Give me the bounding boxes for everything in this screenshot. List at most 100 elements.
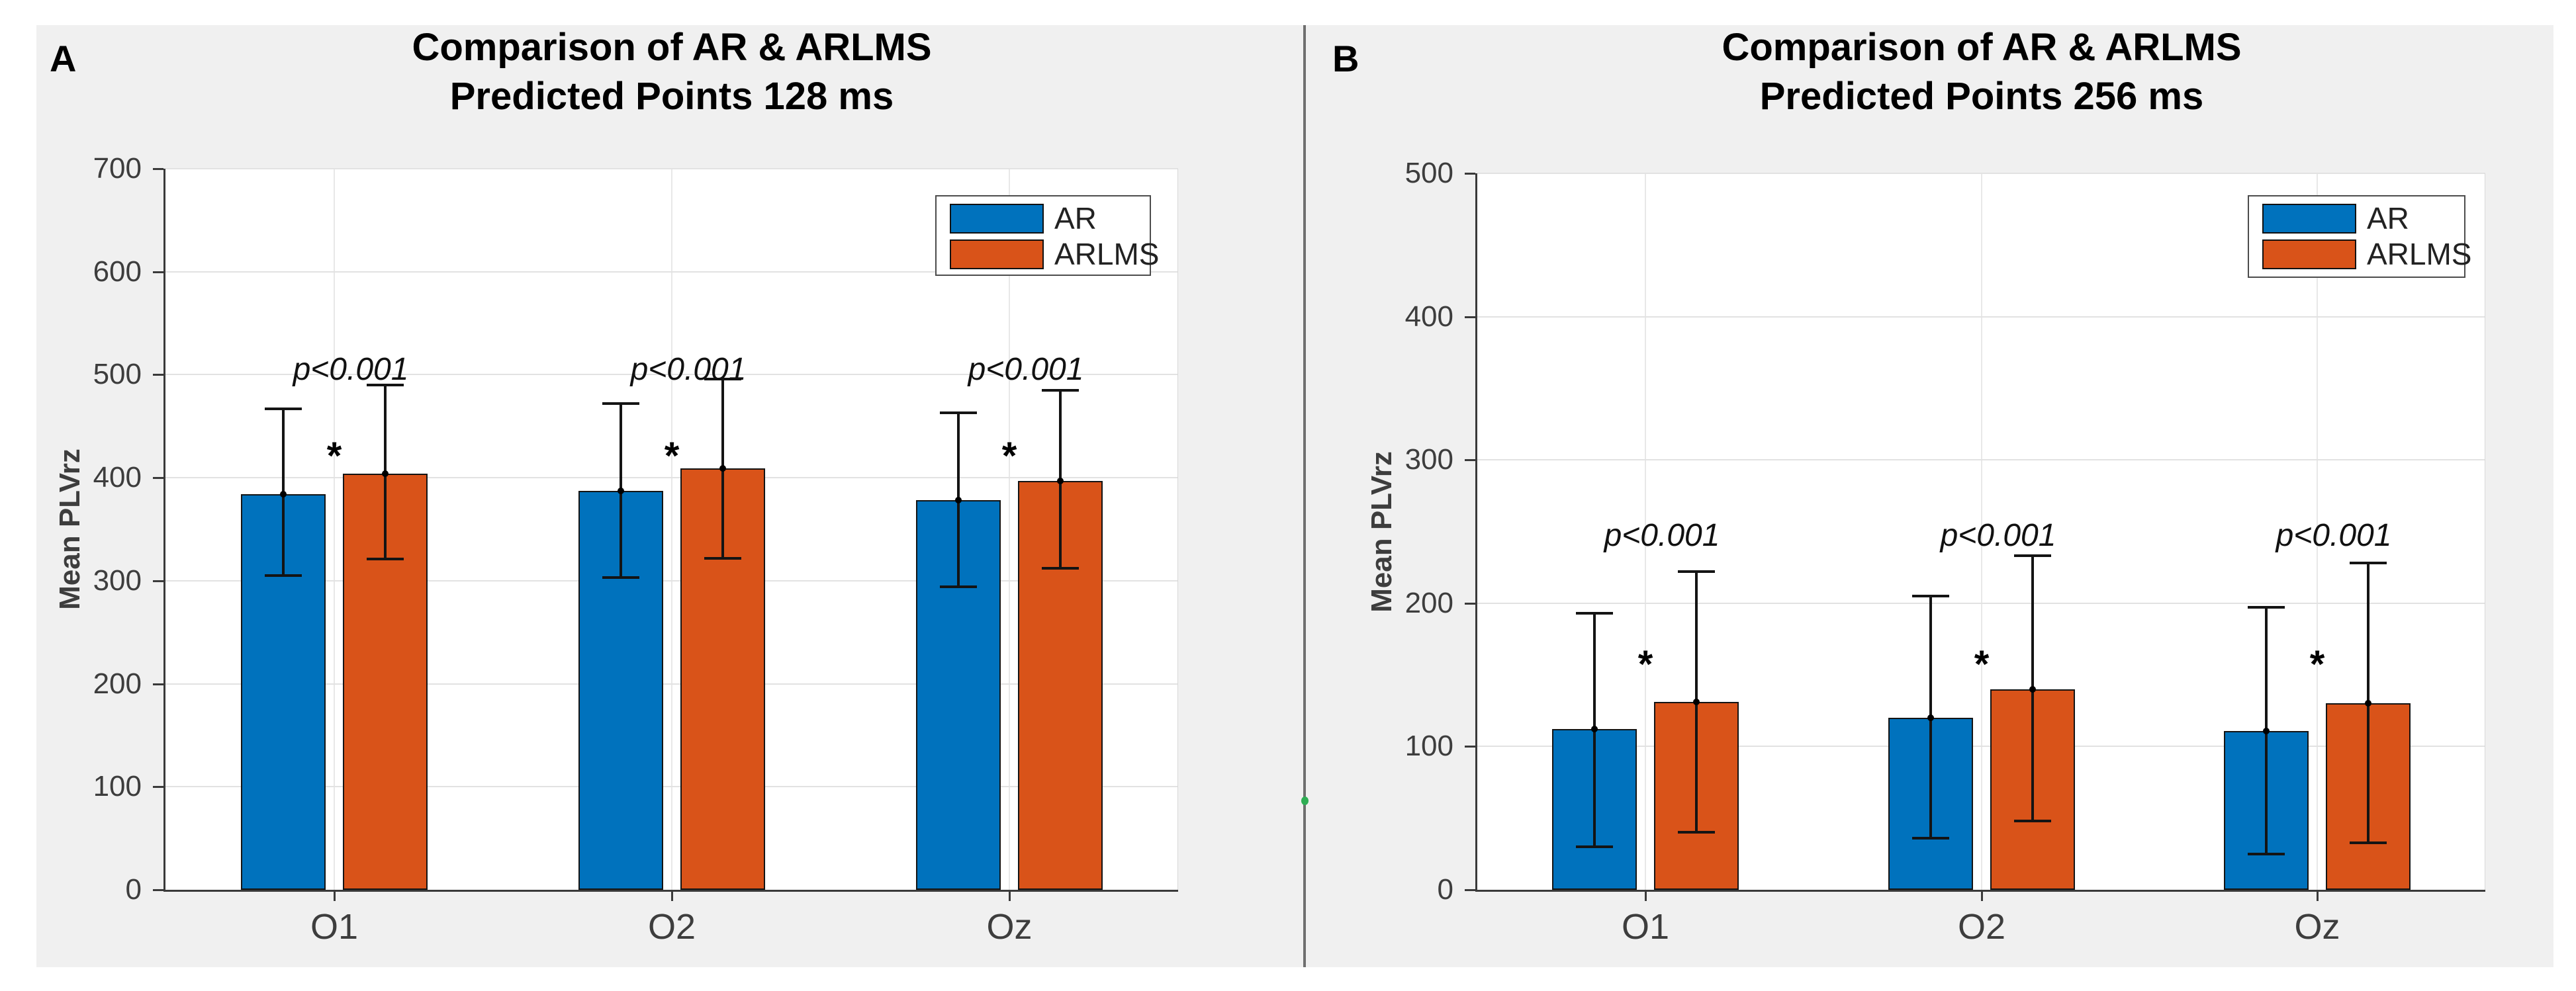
y-tick-mark-200 bbox=[153, 683, 163, 685]
y-gridline-500 bbox=[165, 374, 1178, 375]
errorbar-cap-bottom-ar-oz bbox=[2248, 853, 2285, 855]
y-tick-label-200: 200 bbox=[1404, 587, 1453, 619]
p-value-label-oz: p<0.001 bbox=[2276, 518, 2392, 553]
chart-title-line2: Predicted Points 128 ms bbox=[449, 75, 894, 118]
x-tick-label-o2: O2 bbox=[647, 907, 696, 947]
p-value-label-oz: p<0.001 bbox=[968, 352, 1084, 387]
y-tick-mark-600 bbox=[153, 271, 163, 273]
p-value-label-o1: p<0.001 bbox=[293, 352, 409, 387]
y-tick-label-400: 400 bbox=[1404, 300, 1453, 333]
errorbar-cap-top-ar-o1 bbox=[265, 408, 302, 410]
mean-marker-ar-o2 bbox=[618, 488, 624, 494]
mean-marker-arlms-o2 bbox=[719, 465, 726, 472]
y-tick-mark-100 bbox=[1465, 746, 1475, 748]
errorbar-cap-bottom-ar-o1 bbox=[265, 574, 302, 577]
y-axis-spine bbox=[1475, 173, 1477, 892]
y-gridline-700 bbox=[165, 168, 1178, 169]
chart-title-line2: Predicted Points 256 ms bbox=[1759, 75, 2204, 118]
y-gridline-500 bbox=[1477, 173, 2485, 174]
x-gridline-o2 bbox=[1981, 173, 1982, 890]
errorbar-cap-top-ar-o2 bbox=[1912, 595, 1949, 597]
y-tick-mark-300 bbox=[153, 580, 163, 582]
legend-swatch-arlms bbox=[950, 239, 1044, 269]
y-tick-mark-500 bbox=[1465, 173, 1475, 175]
y-tick-label-100: 100 bbox=[1404, 730, 1453, 762]
legend-swatch-arlms bbox=[2262, 239, 2356, 269]
mean-marker-arlms-oz bbox=[1057, 478, 1064, 484]
mean-marker-ar-oz bbox=[2263, 728, 2270, 734]
errorbar-cap-bottom-arlms-oz bbox=[2350, 841, 2387, 844]
y-tick-label-700: 700 bbox=[93, 152, 142, 185]
errorbar-cap-top-ar-o2 bbox=[602, 402, 639, 405]
p-value-label-o1: p<0.001 bbox=[1604, 518, 1720, 553]
x-tick-label-oz: Oz bbox=[986, 907, 1033, 947]
errorbar-cap-bottom-arlms-oz bbox=[1042, 567, 1079, 570]
x-axis-spine bbox=[1475, 890, 2485, 892]
y-tick-label-500: 500 bbox=[1404, 157, 1453, 189]
y-tick-label-200: 200 bbox=[93, 668, 142, 700]
y-tick-label-0: 0 bbox=[1437, 873, 1453, 906]
errorbar-cap-top-arlms-o2 bbox=[2014, 554, 2051, 557]
y-tick-label-0: 0 bbox=[125, 873, 142, 906]
y-axis-label: Mean PLVrz bbox=[1365, 451, 1398, 613]
mean-marker-arlms-o2 bbox=[2029, 686, 2036, 693]
errorbar-cap-top-arlms-oz bbox=[2350, 562, 2387, 564]
y-tick-mark-400 bbox=[153, 477, 163, 479]
y-tick-mark-100 bbox=[153, 786, 163, 788]
y-tick-label-300: 300 bbox=[93, 564, 142, 597]
y-axis-spine bbox=[163, 169, 165, 892]
errorbar-cap-bottom-arlms-o2 bbox=[2014, 820, 2051, 822]
significance-asterisk-o2: * bbox=[664, 435, 680, 478]
y-tick-mark-0 bbox=[1465, 889, 1475, 891]
legend-swatch-ar bbox=[2262, 204, 2356, 234]
y-tick-label-100: 100 bbox=[93, 770, 142, 802]
plot-right-edge bbox=[1177, 169, 1178, 890]
significance-asterisk-o1: * bbox=[1637, 643, 1653, 686]
errorbar-cap-top-arlms-o1 bbox=[1678, 570, 1715, 573]
errorbar-cap-bottom-ar-o2 bbox=[1912, 837, 1949, 840]
legend-label-ar: AR bbox=[2367, 201, 2409, 236]
mean-marker-arlms-o1 bbox=[1693, 699, 1700, 705]
y-tick-label-400: 400 bbox=[93, 461, 142, 494]
legend-swatch-ar bbox=[950, 204, 1044, 234]
errorbar-cap-top-ar-oz bbox=[2248, 606, 2285, 609]
x-tick-mark-o2 bbox=[671, 892, 673, 901]
errorbar-cap-bottom-ar-oz bbox=[940, 585, 977, 588]
panel-divider-line bbox=[1303, 25, 1306, 967]
x-tick-label-o1: O1 bbox=[310, 907, 359, 947]
x-gridline-o1 bbox=[334, 169, 335, 890]
mean-marker-ar-o1 bbox=[280, 491, 287, 497]
y-gridline-400 bbox=[1477, 316, 2485, 318]
significance-asterisk-oz: * bbox=[1001, 435, 1017, 478]
x-tick-label-o1: O1 bbox=[1621, 907, 1670, 947]
y-tick-mark-200 bbox=[1465, 603, 1475, 605]
x-gridline-o1 bbox=[1645, 173, 1646, 890]
significance-asterisk-o2: * bbox=[1974, 643, 1990, 686]
divider-artifact-dot bbox=[1301, 797, 1309, 805]
significance-asterisk-o1: * bbox=[326, 435, 342, 478]
y-gridline-200 bbox=[165, 683, 1178, 685]
x-tick-label-o2: O2 bbox=[1957, 907, 2006, 947]
x-gridline-o2 bbox=[671, 169, 672, 890]
y-tick-mark-500 bbox=[153, 374, 163, 376]
legend-label-ar: AR bbox=[1054, 201, 1097, 236]
x-tick-label-oz: Oz bbox=[2294, 907, 2340, 947]
legend-label-arlms: ARLMS bbox=[1054, 237, 1160, 271]
y-tick-mark-0 bbox=[153, 889, 163, 891]
p-value-label-o2: p<0.001 bbox=[1940, 518, 2056, 553]
chart-title-line1: Comparison of AR & ARLMS bbox=[412, 26, 932, 69]
y-tick-label-300: 300 bbox=[1404, 443, 1453, 476]
x-tick-mark-o1 bbox=[1645, 892, 1647, 901]
errorbar-cap-bottom-arlms-o1 bbox=[367, 558, 404, 560]
mean-marker-arlms-o1 bbox=[382, 470, 389, 477]
x-tick-mark-oz bbox=[1009, 892, 1011, 901]
panel-letter-b: B bbox=[1332, 38, 1359, 79]
errorbar-cap-bottom-ar-o2 bbox=[602, 576, 639, 579]
y-gridline-200 bbox=[1477, 603, 2485, 604]
p-value-label-o2: p<0.001 bbox=[630, 352, 747, 387]
errorbar-cap-top-arlms-oz bbox=[1042, 389, 1079, 392]
legend-label-arlms: ARLMS bbox=[2367, 237, 2472, 271]
y-gridline-100 bbox=[165, 786, 1178, 787]
